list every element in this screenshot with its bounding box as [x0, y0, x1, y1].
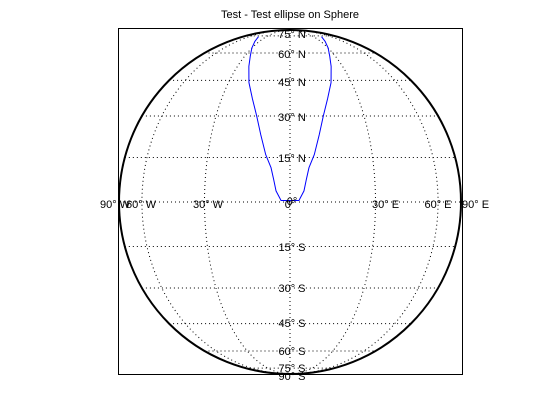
meridian-line [289, 29, 439, 375]
latitude-label: 90° S [278, 371, 305, 383]
longitude-label: 30° W [193, 199, 224, 211]
globe-outline [118, 29, 462, 375]
latitude-label: 60° N [278, 49, 306, 61]
ellipse-track [248, 36, 332, 201]
meridian-line [141, 29, 291, 375]
latitude-label: 60° S [278, 346, 305, 358]
graticule-labels: 90° W60° W 30° W 0° 30° E 60° E 90° E 75° N 60°… [100, 29, 489, 383]
latitude-label: 45° N [278, 77, 306, 89]
graticule [118, 29, 462, 375]
latitude-label: 15° N [278, 153, 306, 165]
longitude-label: 60° E [424, 199, 451, 211]
latitude-label: 15° S [278, 242, 305, 254]
latitude-label: 0° [287, 196, 298, 208]
longitude-label: 90° E [462, 199, 489, 211]
longitude-label: 60° W [126, 199, 157, 211]
longitude-label: 30° E [372, 199, 399, 211]
longitude-label: 90° W [100, 199, 131, 211]
ellipse-track-line [248, 36, 332, 201]
latitude-label: 75° S [278, 363, 305, 375]
latitude-label: 45° S [278, 318, 305, 330]
latitude-label: 30° S [278, 283, 305, 295]
latitude-label: 30° N [278, 112, 306, 124]
plot-title: Test - Test ellipse on Sphere [221, 9, 359, 21]
longitude-label: 0° [285, 199, 296, 211]
latitude-label: 75° N [278, 29, 306, 41]
